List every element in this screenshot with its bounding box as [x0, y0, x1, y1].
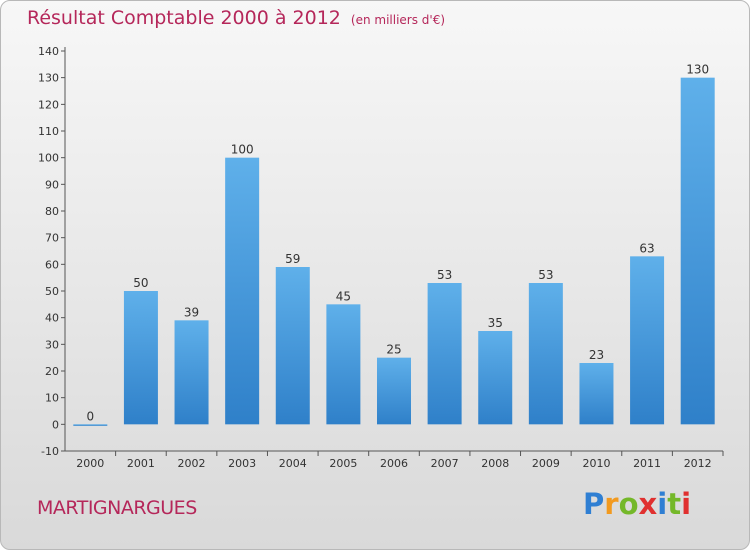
bar	[478, 331, 513, 425]
y-tick-label: 80	[45, 205, 59, 218]
data-label: 50	[133, 276, 148, 290]
logo-letter: o	[618, 487, 639, 521]
data-label: 100	[231, 143, 254, 157]
y-tick-label: 60	[45, 258, 59, 271]
data-label: 53	[538, 268, 553, 282]
bar	[73, 424, 108, 426]
bar	[579, 363, 614, 425]
data-label: 53	[437, 268, 452, 282]
bar	[174, 320, 209, 425]
logo-letter: x	[638, 487, 658, 521]
x-tick-label: 2007	[431, 457, 459, 470]
x-tick-label: 2011	[633, 457, 661, 470]
chart-bars	[73, 77, 715, 426]
y-tick-label: 120	[38, 98, 59, 111]
x-tick-label: 2009	[532, 457, 560, 470]
x-tick-label: 2008	[481, 457, 509, 470]
data-label: 23	[589, 348, 604, 362]
bar	[326, 304, 361, 425]
chart-subtitle: (en milliers d'€)	[350, 13, 446, 27]
x-tick-label: 2005	[329, 457, 357, 470]
logo-letter: i	[657, 487, 668, 521]
bar	[225, 157, 260, 425]
x-tick-label: 2004	[279, 457, 307, 470]
x-tick-label: 2010	[582, 457, 610, 470]
logo-letter: r	[604, 487, 619, 521]
y-tick-label: 110	[38, 125, 59, 138]
data-label: 130	[686, 63, 709, 77]
y-tick-label: 20	[45, 365, 59, 378]
data-label: 25	[386, 343, 401, 357]
chart-data-labels: 0 50 39 100 59 45 25 53 35 53 23 63 130	[86, 63, 709, 424]
x-tick-label: 2000	[76, 457, 104, 470]
y-tick-label: 10	[45, 392, 59, 405]
logo-letter: t	[667, 487, 682, 521]
x-tick-label: 2003	[228, 457, 256, 470]
data-label: 45	[336, 289, 351, 303]
bar	[680, 77, 715, 425]
proxiti-logo: Proxiti	[583, 487, 691, 521]
y-tick-label: 130	[38, 72, 59, 85]
logo-letter: i	[681, 487, 692, 521]
data-label: 35	[488, 316, 503, 330]
bar	[630, 256, 665, 425]
bar	[377, 357, 411, 425]
commune-name: MARTIGNARGUES	[37, 497, 197, 519]
bar	[528, 283, 563, 425]
y-tick-label: 30	[45, 338, 59, 351]
chart-axes: -10 0 10 20 30 40 50 60 70 80 90 100 110 120 130 140 200…	[38, 45, 724, 470]
chart-title: Résultat Comptable 2000 à 2012 (en millie…	[27, 7, 445, 29]
bar	[275, 267, 310, 425]
y-tick-label: 70	[45, 232, 59, 245]
data-label: 59	[285, 252, 300, 266]
y-tick-label: 140	[38, 45, 59, 58]
x-tick-label: 2012	[684, 457, 712, 470]
x-tick-label: 2001	[127, 457, 155, 470]
bar	[123, 291, 158, 425]
y-tick-label: 40	[45, 312, 59, 325]
chart-title-text: Résultat Comptable 2000 à 2012	[27, 7, 341, 29]
x-tick-label: 2002	[178, 457, 206, 470]
data-label: 0	[86, 409, 94, 423]
y-tick-label: -10	[41, 445, 59, 458]
data-label: 39	[184, 305, 199, 319]
data-label: 63	[639, 241, 654, 255]
logo-letter: P	[583, 487, 605, 521]
y-tick-label: 100	[38, 152, 59, 165]
y-tick-label: 90	[45, 178, 59, 191]
y-tick-label: 0	[52, 418, 59, 431]
y-tick-label: 50	[45, 285, 59, 298]
bar	[427, 283, 462, 425]
x-tick-label: 2006	[380, 457, 408, 470]
